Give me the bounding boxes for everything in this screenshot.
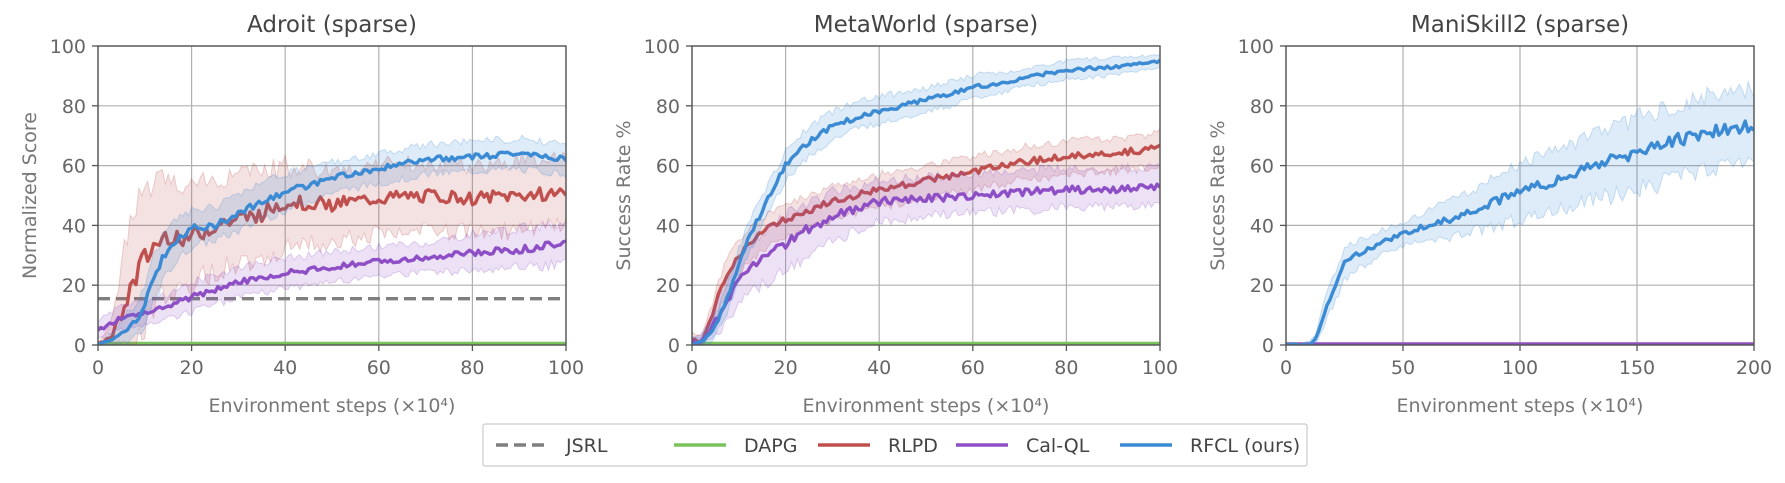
x-tick-label: 40 xyxy=(867,357,891,379)
y-tick-label: 20 xyxy=(656,275,680,297)
legend-label-rlpd: RLPD xyxy=(888,435,938,457)
x-tick-label: 100 xyxy=(548,357,584,379)
y-tick-label: 80 xyxy=(656,96,680,118)
x-tick-label: 200 xyxy=(1736,357,1772,379)
y-tick-label: 20 xyxy=(62,275,86,297)
chart-title: Adroit (sparse) xyxy=(247,12,417,38)
x-tick-label: 80 xyxy=(1054,357,1078,379)
legend: JSRL DAPG RLPD Cal-QL RFCL (ours) xyxy=(482,423,1308,467)
plot-area xyxy=(692,53,1160,345)
chart-panel-3: 0 50 100 150 200 0 20 40 60 80 100 ManiSkill2 (spar… xyxy=(1207,12,1772,417)
axes-frame xyxy=(1285,45,1755,346)
legend-label-rfcl-ours: RFCL (ours) xyxy=(1190,435,1300,457)
x-tick-label: 40 xyxy=(273,357,297,379)
x-tick-label: 100 xyxy=(1142,357,1178,379)
legend-label-dapg: DAPG xyxy=(744,435,797,457)
x-tick-label: 0 xyxy=(686,357,698,379)
y-axis-label: Success Rate % xyxy=(613,120,635,270)
y-tick-label: 0 xyxy=(1262,335,1274,357)
x-axis-label: Environment steps (×10⁴) xyxy=(1397,395,1644,417)
x-tick-label: 60 xyxy=(961,357,985,379)
y-tick-label: 40 xyxy=(62,215,86,237)
y-tick-label: 0 xyxy=(74,335,86,357)
axes-frame xyxy=(691,45,1161,346)
x-tick-label: 20 xyxy=(774,357,798,379)
y-axis-label: Normalized Score xyxy=(19,112,41,279)
plot-area xyxy=(98,134,566,345)
x-tick-label: 0 xyxy=(1280,357,1292,379)
legend-label-jsrl: JSRL xyxy=(565,435,608,457)
y-tick-label: 20 xyxy=(1250,275,1274,297)
chart-panel-2: 0 20 40 60 80 100 0 20 40 60 80 100 MetaWorld (spars… xyxy=(613,12,1178,417)
band-cal-ql xyxy=(98,218,566,340)
x-tick-label: 50 xyxy=(1391,357,1415,379)
y-tick-label: 80 xyxy=(62,96,86,118)
y-tick-label: 80 xyxy=(1250,96,1274,118)
series-line-rfcl-ours xyxy=(1286,119,1754,345)
y-tick-label: 0 xyxy=(668,335,680,357)
y-tick-label: 40 xyxy=(1250,215,1274,237)
band-cal-ql xyxy=(692,162,1160,345)
series-line-rlpd xyxy=(692,143,1160,345)
y-tick-label: 40 xyxy=(656,215,680,237)
plot-area xyxy=(1286,79,1754,345)
chart-title: MetaWorld (sparse) xyxy=(814,12,1039,38)
series-line-cal-ql xyxy=(98,239,566,332)
series-line-rfcl-ours xyxy=(692,58,1160,345)
x-tick-label: 150 xyxy=(1619,357,1655,379)
legend-box xyxy=(482,423,1308,467)
chart-title: ManiSkill2 (sparse) xyxy=(1411,12,1629,38)
chart-panel-1: 0 20 40 60 80 100 0 20 40 60 80 100 Adroit (sparse) E… xyxy=(19,12,584,417)
x-axis-label: Environment steps (×10⁴) xyxy=(803,395,1050,417)
series-line-rfcl-ours xyxy=(98,150,566,345)
band-rlpd xyxy=(692,127,1160,345)
series-line-rlpd xyxy=(98,186,566,345)
series-line-cal-ql xyxy=(692,182,1160,345)
y-tick-label: 60 xyxy=(62,156,86,178)
y-tick-label: 100 xyxy=(644,36,680,58)
x-tick-label: 0 xyxy=(92,357,104,379)
axes-frame xyxy=(97,45,567,346)
y-tick-label: 60 xyxy=(1250,156,1274,178)
x-tick-label: 20 xyxy=(180,357,204,379)
y-tick-label: 60 xyxy=(656,156,680,178)
y-axis-label: Success Rate % xyxy=(1207,120,1229,270)
band-rfcl-ours xyxy=(692,53,1160,345)
band-rfcl-ours xyxy=(1286,79,1754,345)
y-tick-label: 100 xyxy=(1238,36,1274,58)
legend-label-cal-ql: Cal-QL xyxy=(1026,435,1090,457)
y-tick-label: 100 xyxy=(50,36,86,58)
x-tick-label: 60 xyxy=(367,357,391,379)
x-tick-label: 100 xyxy=(1502,357,1538,379)
x-tick-label: 80 xyxy=(460,357,484,379)
x-axis-label: Environment steps (×10⁴) xyxy=(209,395,456,417)
